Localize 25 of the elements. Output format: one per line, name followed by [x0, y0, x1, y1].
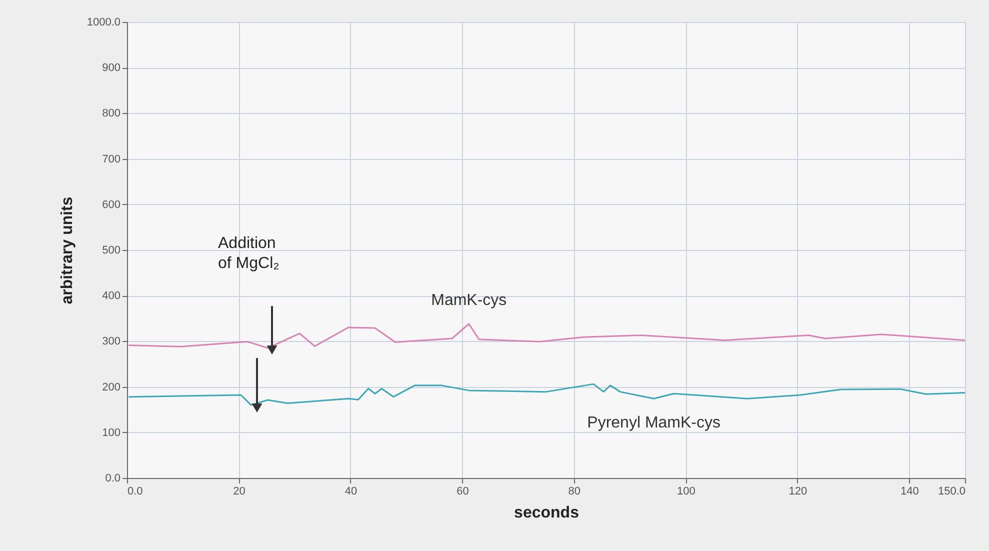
- y-tick-label: 1000.0: [86, 16, 120, 28]
- x-tick-label: 150.0: [938, 486, 966, 498]
- x-tick-label: 60: [456, 486, 469, 498]
- y-axis-title: arbitrary units: [58, 196, 76, 304]
- y-tick-label: 700: [102, 153, 120, 166]
- x-tick-label: 120: [788, 486, 808, 498]
- x-tick-label: 0.0: [128, 486, 143, 498]
- y-tick-label: 0.0: [105, 472, 120, 484]
- x-tick-label: 100: [676, 486, 696, 498]
- x-tick-label: 80: [568, 486, 581, 498]
- y-tick-label: 100: [102, 426, 120, 439]
- x-tick-label: 140: [900, 486, 919, 498]
- x-axis-title: seconds: [514, 504, 580, 522]
- y-tick-label: 400: [102, 290, 120, 302]
- x-tick-label: 20: [233, 486, 246, 498]
- x-tick-label: 40: [344, 486, 358, 498]
- y-tick-label: 900: [102, 62, 120, 74]
- series-label: MamK-cys: [431, 292, 507, 309]
- y-tick-label: 300: [102, 336, 120, 348]
- y-tick-label: 200: [102, 381, 120, 394]
- annotation: Addition of MgCl₂: [218, 235, 280, 272]
- y-tick-label: 800: [102, 108, 120, 120]
- series-label: Pyrenyl MamK-cys: [587, 414, 720, 432]
- y-tick-label: 600: [102, 198, 120, 211]
- y-tick-label: 500: [102, 244, 120, 256]
